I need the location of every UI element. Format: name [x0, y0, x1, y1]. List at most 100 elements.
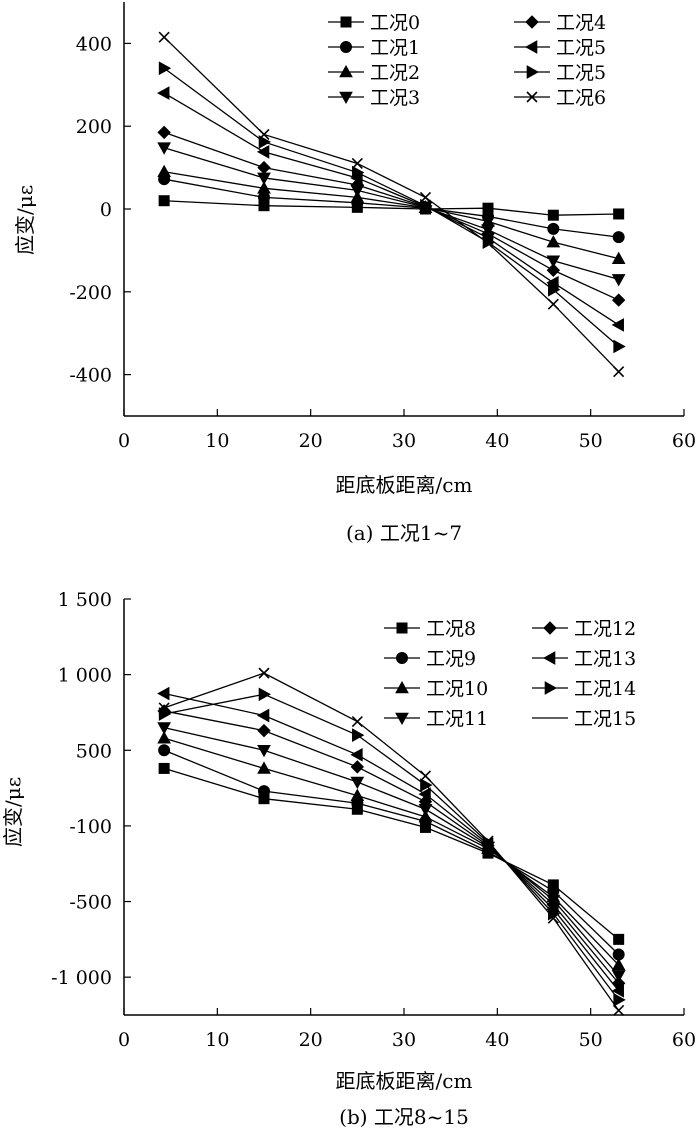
- panel-b-data-point: [611, 970, 626, 983]
- panel-b-data-point: [257, 761, 271, 774]
- panel-a-data-point: [611, 293, 626, 307]
- panel-b-legend-label: 工况15: [574, 708, 636, 730]
- panel-b-legend-label: 工况9: [426, 648, 476, 670]
- panel-b-data-point: [350, 747, 363, 762]
- panel-a-data-point: [612, 231, 625, 244]
- panel-a-legend-label: 工况1: [370, 37, 420, 59]
- panel-b-y-tick-label: 1 000: [58, 665, 112, 687]
- panel-a-data-point: [613, 208, 625, 220]
- panel-a-x-tick-label: 40: [485, 430, 509, 452]
- panel-b-series-line: [163, 726, 620, 977]
- panel-b-series-line: [163, 737, 620, 966]
- panel-a-chart: 0 10 20 30 40 50 60 400 200 0 -200 -400 工况0 工况1 工况2 工况3…: [13, 2, 696, 545]
- panel-b-data-point: [158, 702, 170, 714]
- panel-b-data-point: [547, 912, 559, 924]
- panel-a-data-point: [611, 318, 624, 332]
- panel-b-data-point: [258, 687, 272, 702]
- panel-b-legend-marker: [396, 622, 408, 634]
- panel-a-legend-marker: [339, 91, 353, 105]
- panel-a-legend-marker: [340, 16, 352, 28]
- panel-a-data-point: [548, 282, 561, 297]
- panel-b-x-tick-label: 30: [392, 1029, 416, 1051]
- panel-a-data-point: [611, 274, 626, 287]
- panel-a-legend-marker: [340, 41, 352, 53]
- panel-a-x-tick-label: 50: [579, 430, 603, 452]
- panel-a-legend-label: 工况2: [370, 62, 420, 84]
- panel-b-data-point: [256, 708, 270, 723]
- panel-b-chart: 0 10 20 30 40 50 60 1 500 1 000 500 -100 -500 -1 000…: [1, 589, 696, 1129]
- panel-a-y-tick-label: 400: [76, 33, 112, 55]
- panel-b-data-point: [482, 835, 494, 847]
- panel-a-data-point: [420, 198, 433, 213]
- panel-a-y-tick-label: -200: [69, 282, 112, 304]
- panel-b-legend-marker: [543, 621, 557, 635]
- panel-b-x-tick-label: 0: [118, 1029, 130, 1051]
- panel-a-legend-label: 工况5: [556, 37, 606, 59]
- panel-a-x-tick-label: 10: [205, 430, 229, 452]
- panel-b-data-point: [157, 731, 171, 744]
- panel-a-data-point: [157, 164, 171, 178]
- panel-a-caption: (a) 工况1~7: [346, 521, 462, 545]
- panel-b-legend-label: 工况10: [426, 678, 488, 700]
- panel-a-legend-marker: [524, 40, 538, 54]
- panel-a-data-point: [258, 135, 272, 149]
- panel-a-y-tick-label: -400: [69, 365, 112, 387]
- panel-a-series-line: [163, 67, 620, 347]
- panel-b-legend-marker: [395, 680, 409, 694]
- panel-b-data-point: [157, 722, 171, 735]
- panel-b-data-point: [158, 744, 171, 757]
- panel-b-series-line: [164, 710, 620, 984]
- panel-a-legend-label: 工况3: [370, 87, 420, 109]
- panel-a-data-point: [546, 263, 561, 277]
- panel-b-y-tick-label: -1 000: [51, 967, 112, 989]
- panel-a-legend-label: 工况0: [370, 12, 420, 34]
- panel-a-legend-label: 工况5: [556, 62, 606, 84]
- panel-a-y-tick-label: 0: [100, 199, 112, 221]
- panel-a-data-point: [611, 251, 626, 264]
- panel-b-data-point: [611, 983, 624, 998]
- panel-a-data-point: [547, 298, 559, 310]
- panel-b-legend-marker: [542, 651, 556, 665]
- panel-a-data-point: [547, 222, 560, 235]
- panel-a-data-point: [157, 125, 171, 140]
- panel-a-data-point: [158, 31, 170, 43]
- panel-a-ylabel: 应变/με: [13, 185, 37, 255]
- panel-b-x-tick-label: 10: [205, 1029, 229, 1051]
- panel-b-data-point: [157, 686, 170, 701]
- panel-b-data-point: [418, 787, 431, 801]
- panel-a-data-point: [157, 142, 171, 155]
- panel-b-plot-area: 0 10 20 30 40 50 60 1 500 1 000 500 -100 -500 -1 000…: [51, 589, 696, 1051]
- panel-a-x-tick-label: 60: [672, 430, 696, 452]
- panel-b-series-line: [163, 692, 620, 992]
- panel-a-data-point: [258, 128, 270, 141]
- panel-b-legend-marker: [544, 681, 558, 695]
- panel-b-legend-label: 工况12: [574, 618, 636, 640]
- panel-a-legend-marker: [526, 65, 540, 79]
- panel-a-x-tick-label: 30: [392, 430, 416, 452]
- panel-a-data-point: [482, 237, 494, 249]
- panel-b-data-point: [613, 933, 625, 945]
- panel-a-data-point: [157, 86, 170, 100]
- panel-b-data-point: [350, 788, 365, 801]
- panel-a-data-point: [547, 209, 559, 221]
- panel-b-data-point: [419, 770, 432, 782]
- panel-b-data-point: [352, 728, 365, 742]
- panel-b-data-point: [258, 785, 270, 798]
- panel-a-data-point: [546, 235, 561, 248]
- panel-b-data-point: [258, 667, 270, 679]
- panel-a-legend-marker: [526, 91, 538, 103]
- panel-a-legend-marker: [525, 15, 539, 29]
- panel-a-x-tick-label: 0: [118, 430, 130, 452]
- panel-b-y-tick-label: 1 500: [58, 589, 112, 611]
- panel-b-data-point: [613, 993, 626, 1007]
- panel-b-xlabel: 距底板距离/cm: [336, 1069, 473, 1093]
- panel-b-data-point: [351, 715, 363, 728]
- panel-b-legend-label: 工况11: [426, 708, 488, 730]
- panel-a-legend-label: 工况4: [556, 12, 606, 34]
- panel-b-data-point: [350, 776, 365, 790]
- panel-a-data-point: [419, 191, 432, 203]
- panel-a-xlabel: 距底板距离/cm: [336, 473, 473, 497]
- panel-b-data-point: [257, 744, 271, 758]
- panel-b-y-tick-label: -500: [69, 892, 112, 914]
